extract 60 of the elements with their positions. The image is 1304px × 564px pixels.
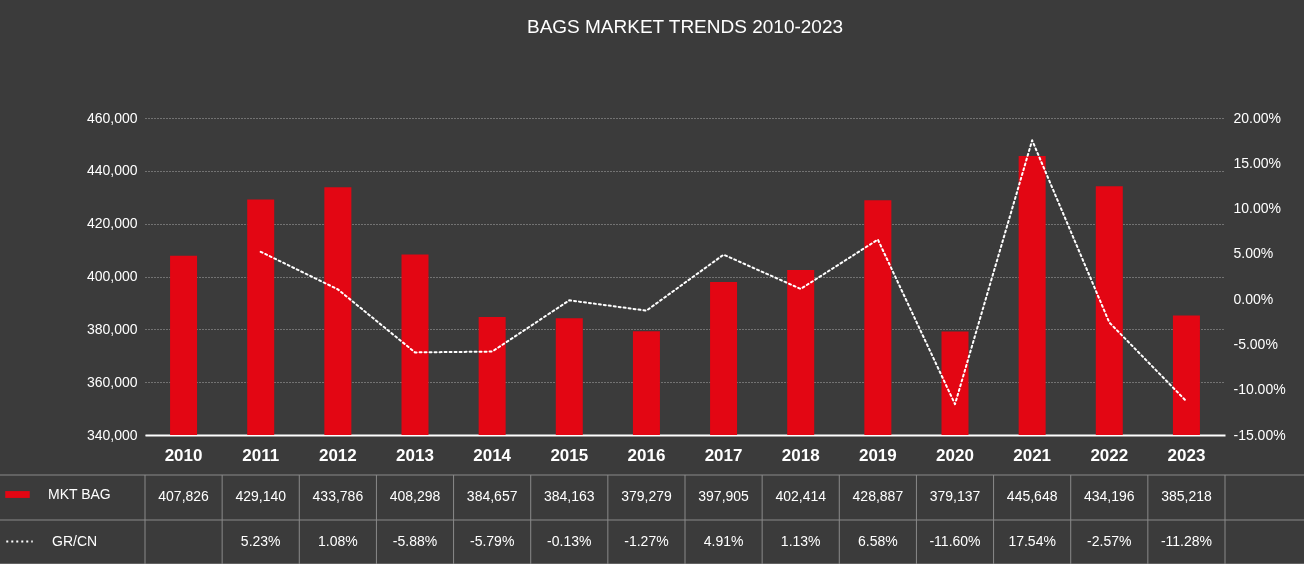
x-tick-label: 2012 xyxy=(318,445,357,465)
y-tick-label: 380,000 xyxy=(86,320,138,337)
x-tick-label: 2014 xyxy=(473,445,512,465)
y2-tick-label: 0.00% xyxy=(1233,290,1274,307)
data-label: 397,905 xyxy=(698,488,750,504)
data-label: 4.91% xyxy=(703,533,744,549)
legend-label: GR/CN xyxy=(52,532,98,549)
x-tick-label: 2021 xyxy=(1013,445,1052,465)
data-label: 402,414 xyxy=(775,488,827,504)
y2-tick-label: 10.00% xyxy=(1233,200,1281,217)
data-label: 407,826 xyxy=(158,488,210,504)
y-tick-label: 340,000 xyxy=(86,426,138,443)
data-label: 384,657 xyxy=(466,488,518,504)
data-label: 1.08% xyxy=(318,533,358,549)
data-label: 6.58% xyxy=(858,533,898,549)
x-tick-label: 2023 xyxy=(1167,445,1206,465)
data-label: 408,298 xyxy=(389,488,441,504)
x-tick-label: 2019 xyxy=(858,445,897,465)
y-tick-label: 460,000 xyxy=(86,109,138,126)
legend-label: MKT BAG xyxy=(48,485,111,502)
y2-tick-label: -15.00% xyxy=(1233,426,1286,443)
y-tick-label: 420,000 xyxy=(86,215,138,232)
data-label: 1.13% xyxy=(780,533,821,549)
data-label: -0.13% xyxy=(547,533,592,549)
y2-tick-label: -5.00% xyxy=(1233,335,1278,352)
data-label: -5.88% xyxy=(392,533,438,549)
line-series xyxy=(259,139,1188,406)
x-tick-label: 2015 xyxy=(550,445,589,465)
y2-tick-label: 20.00% xyxy=(1233,109,1281,126)
data-label: 379,137 xyxy=(929,488,981,504)
x-tick-label: 2010 xyxy=(164,445,203,465)
data-label: -5.79% xyxy=(469,533,515,549)
x-tick-label: 2013 xyxy=(396,445,434,465)
data-label: 429,140 xyxy=(235,488,287,504)
data-label: 434,196 xyxy=(1083,488,1135,504)
data-label: 17.54% xyxy=(1008,533,1056,549)
x-tick-label: 2016 xyxy=(627,445,666,465)
data-label: 445,648 xyxy=(1006,488,1058,504)
y2-tick-label: 5.00% xyxy=(1233,245,1274,262)
data-label: -1.27% xyxy=(624,533,669,549)
x-tick-label: 2020 xyxy=(936,445,974,465)
x-tick-label: 2018 xyxy=(781,445,820,465)
y2-tick-label: -10.00% xyxy=(1233,381,1286,398)
x-tick-label: 2022 xyxy=(1090,445,1129,465)
data-label: 433,786 xyxy=(312,488,364,504)
data-label: -11.28% xyxy=(1160,533,1212,549)
data-label: 385,218 xyxy=(1161,488,1212,504)
y-tick-label: 400,000 xyxy=(86,268,138,284)
data-label: 384,163 xyxy=(543,488,595,504)
data-label: 379,279 xyxy=(621,488,672,504)
data-label: 428,887 xyxy=(852,488,904,504)
y-tick-label: 440,000 xyxy=(86,162,138,179)
data-label: -11.60% xyxy=(929,533,981,549)
chart-title: BAGS MARKET TRENDS 2010-2023 xyxy=(526,16,844,37)
data-label: -2.57% xyxy=(1087,533,1132,549)
data-label: 5.23% xyxy=(240,533,281,549)
x-tick-label: 2017 xyxy=(704,445,743,465)
y-tick-label: 360,000 xyxy=(86,373,138,390)
x-tick-label: 2011 xyxy=(242,445,280,465)
y2-tick-label: 15.00% xyxy=(1233,154,1281,171)
